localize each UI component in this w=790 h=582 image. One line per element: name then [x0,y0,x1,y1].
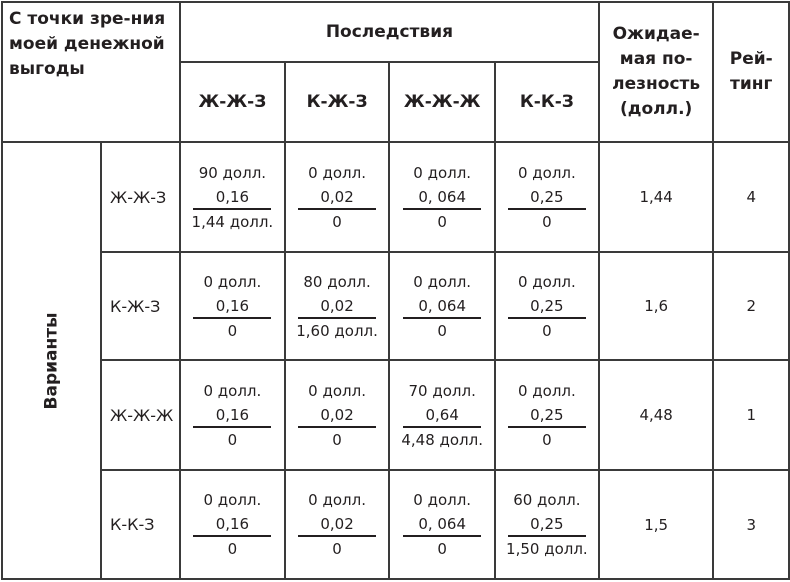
probability: 0,25 [507,186,586,210]
outcome-cell: 0 долл. 0,02 0 [283,469,391,580]
outcome-cell: 60 долл. 0,25 1,50 долл. [493,469,600,580]
option-label: К-К-З [99,469,182,580]
outcome-cell: 0 долл. 0, 064 0 [388,251,496,361]
rating-value: 1 [712,359,790,471]
weighted-result: 0 [227,430,238,449]
weighted-result: 0 [332,212,342,231]
weighted-result: 4,48 долл. [401,430,484,449]
payoff: 0 долл. [203,491,262,509]
option-label: К-Ж-З [99,251,182,361]
rating-value: 2 [712,251,790,361]
probability: 0,25 [507,404,586,428]
payoff: 0 долл. [517,163,576,182]
weighted-result: 1,50 долл. [506,540,588,558]
expected-utility-value: 1,44 [597,141,715,253]
weighted-result: 1,60 долл. [296,321,378,340]
probability: 0,16 [193,295,272,319]
weighted-result: 0 [227,321,238,340]
probability: 0,02 [298,404,377,428]
outcome-cell: 0 долл. 0,16 0 [179,251,286,361]
weighted-result: 0 [227,540,238,558]
outcome-cell: 0 долл. 0,25 0 [493,251,600,361]
expected-utility-value: 4,48 [597,359,715,471]
probability: 0,02 [298,513,377,537]
table-row: К-Ж-З 0 долл. 0,16 0 80 долл. 0,02 1,60 … [2,251,790,361]
outcome-cell: 0 долл. 0,16 0 [179,359,286,471]
expected-utility-header: Ожидае-мая по-лезность (долл.) [597,1,715,143]
probability: 0,16 [193,186,272,210]
probability: 0,64 [403,404,482,428]
table-row: Ж-Ж-Ж 0 долл. 0,16 0 0 долл. 0,02 0 70 д… [2,359,790,471]
outcome-cell: 0 долл. 0, 064 0 [388,141,496,253]
rating-value: 3 [712,469,790,580]
probability: 0,02 [298,295,377,319]
payoff: 0 долл. [308,163,366,182]
outcome-cell: 70 долл. 0,64 4,48 долл. [388,359,496,471]
payoff: 90 долл. [198,163,267,182]
outcome-column-header: К-К-З [493,61,600,143]
payoff: 0 долл. [517,272,576,291]
weighted-result: 0 [437,212,447,231]
payoff: 0 долл. [413,163,472,182]
rating-value: 4 [712,141,790,253]
outcome-cell: 0 долл. 0,16 0 [179,469,286,580]
option-label: Ж-Ж-З [99,141,182,253]
payoff: 80 долл. [303,272,371,291]
outcome-cell: 90 долл. 0,16 1,44 долл. [179,141,286,253]
option-label: Ж-Ж-Ж [99,359,182,471]
payoff: 0 долл. [203,272,262,291]
weighted-result: 0 [437,540,447,558]
corner-header: С точки зре-ния моей денежной выгоды [0,1,182,143]
weighted-result: 0 [437,321,447,340]
table-row: К-К-З 0 долл. 0,16 0 0 долл. 0,02 0 0 до… [2,469,790,580]
payoff: 0 долл. [413,491,472,509]
probability: 0,25 [507,295,586,319]
table-row: Варианты Ж-Ж-З 90 долл. 0,16 1,44 долл. 0… [1,141,790,580]
rating-header: Рей-тинг [712,1,790,143]
payoff: 0 долл. [308,381,366,400]
payoff: 0 долл. [203,381,262,400]
outcome-cell: 0 долл. 0, 064 0 [388,469,496,580]
expected-utility-value: 1,5 [597,469,715,580]
probability: 0,25 [507,513,586,537]
outcome-column-header: К-Ж-З [283,61,391,143]
outcome-cell: 80 долл. 0,02 1,60 долл. [283,251,391,361]
probability: 0, 064 [403,295,482,319]
options-label: Варианты [1,141,102,580]
payoff: 0 долл. [308,491,366,509]
payoff: 60 долл. [513,491,581,509]
payoff: 0 долл. [517,381,576,400]
consequences-header: Последствия [179,1,600,63]
outcome-cell: 0 долл. 0,02 0 [283,141,391,253]
probability: 0, 064 [403,513,482,537]
outcome-cell: 0 долл. 0,25 0 [493,359,600,471]
probability: 0,16 [193,513,272,537]
probability: 0,02 [298,186,377,210]
weighted-result: 0 [542,430,552,449]
payoff: 0 долл. [413,272,472,291]
weighted-result: 0 [332,540,342,558]
weighted-result: 1,44 долл. [191,212,274,231]
weighted-result: 0 [542,321,552,340]
probability: 0, 064 [403,186,482,210]
payoff: 70 долл. [408,381,476,400]
weighted-result: 0 [542,212,552,231]
outcome-column-header: Ж-Ж-З [179,61,286,143]
outcome-cell: 0 долл. 0,02 0 [283,359,391,471]
expected-utility-value: 1,6 [597,251,715,361]
probability: 0,16 [193,404,272,428]
outcome-cell: 0 долл. 0,25 0 [493,141,600,253]
options-label-text: Варианты [41,312,62,409]
outcome-column-header: Ж-Ж-Ж [388,61,496,143]
weighted-result: 0 [332,430,342,449]
